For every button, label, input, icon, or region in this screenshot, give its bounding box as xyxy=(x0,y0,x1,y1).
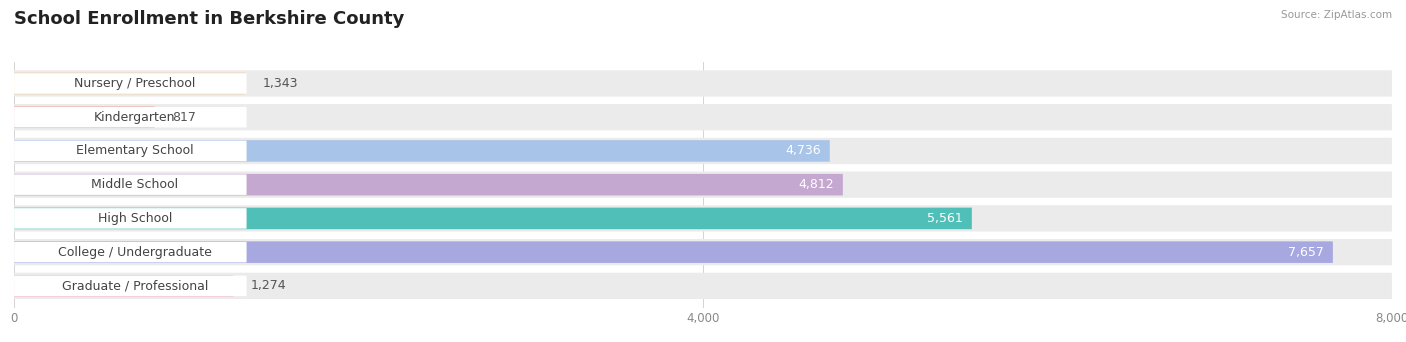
Text: 1,343: 1,343 xyxy=(263,77,298,90)
FancyBboxPatch shape xyxy=(14,106,155,128)
FancyBboxPatch shape xyxy=(14,208,972,229)
Text: 4,736: 4,736 xyxy=(786,144,821,157)
FancyBboxPatch shape xyxy=(14,174,842,196)
FancyBboxPatch shape xyxy=(14,205,1392,232)
Text: 4,812: 4,812 xyxy=(799,178,834,191)
Text: School Enrollment in Berkshire County: School Enrollment in Berkshire County xyxy=(14,10,405,28)
FancyBboxPatch shape xyxy=(14,208,246,229)
Text: Elementary School: Elementary School xyxy=(76,144,194,157)
Text: Middle School: Middle School xyxy=(91,178,179,191)
Text: Kindergarten: Kindergarten xyxy=(94,111,176,124)
Text: 7,657: 7,657 xyxy=(1288,246,1324,259)
FancyBboxPatch shape xyxy=(14,73,246,94)
FancyBboxPatch shape xyxy=(14,239,1392,265)
Text: Graduate / Professional: Graduate / Professional xyxy=(62,279,208,292)
FancyBboxPatch shape xyxy=(14,140,830,162)
Text: 5,561: 5,561 xyxy=(928,212,963,225)
Text: College / Undergraduate: College / Undergraduate xyxy=(58,246,212,259)
FancyBboxPatch shape xyxy=(14,138,1392,164)
FancyBboxPatch shape xyxy=(14,141,246,161)
FancyBboxPatch shape xyxy=(14,104,1392,130)
FancyBboxPatch shape xyxy=(14,275,233,297)
Text: Source: ZipAtlas.com: Source: ZipAtlas.com xyxy=(1281,10,1392,20)
FancyBboxPatch shape xyxy=(14,107,246,128)
FancyBboxPatch shape xyxy=(14,174,246,195)
FancyBboxPatch shape xyxy=(14,273,1392,299)
Text: 817: 817 xyxy=(172,111,195,124)
Text: 1,274: 1,274 xyxy=(250,279,287,292)
FancyBboxPatch shape xyxy=(14,276,246,296)
Text: High School: High School xyxy=(98,212,172,225)
FancyBboxPatch shape xyxy=(14,172,1392,198)
Text: Nursery / Preschool: Nursery / Preschool xyxy=(75,77,195,90)
FancyBboxPatch shape xyxy=(14,241,1333,263)
FancyBboxPatch shape xyxy=(14,73,246,94)
FancyBboxPatch shape xyxy=(14,242,246,262)
FancyBboxPatch shape xyxy=(14,70,1392,97)
